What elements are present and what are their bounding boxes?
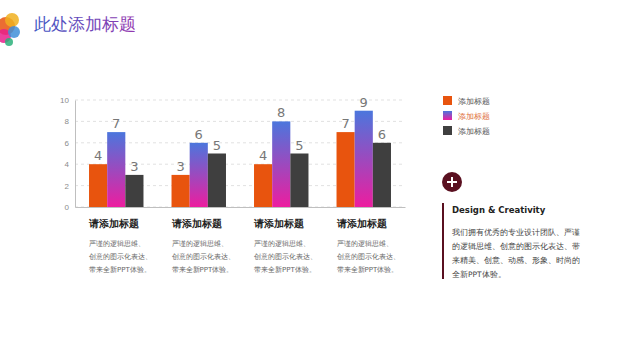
category-note: 创意的图示化表达、 [337, 253, 400, 261]
bar [190, 143, 208, 207]
tick-label: 10 [60, 96, 69, 105]
tick: 请添加标题 [171, 207, 222, 229]
data-label: 7 [112, 116, 120, 131]
category-note: 创意的图示化表达、 [254, 253, 317, 261]
tick: 0 [65, 203, 75, 212]
category-note: 创意的图示化表达、 [89, 253, 152, 261]
grid-line [75, 100, 405, 101]
bar [337, 132, 355, 207]
bar [208, 154, 226, 208]
legend-label: 添加标题 [458, 127, 490, 136]
category-note: 严谨的逻辑思维、 [89, 240, 145, 248]
tick: 请添加标题 [253, 207, 304, 229]
splash-dot [8, 26, 20, 38]
tick-label: 8 [65, 117, 70, 126]
category-note: 带来全新PPT体验。 [254, 266, 316, 274]
tick-label: 6 [65, 139, 70, 148]
side-text: 全新PPT体验。 [452, 270, 506, 279]
data-label: 3 [130, 159, 138, 174]
bar [89, 164, 107, 207]
data-label: 6 [378, 127, 386, 142]
side-text: 的逻辑思维、创意的图示化表达、带 [452, 242, 580, 251]
axis-line [75, 101, 76, 208]
category-note: 严谨的逻辑思维、 [254, 240, 310, 248]
bar [355, 111, 373, 207]
bar [290, 154, 308, 208]
axis-line [76, 207, 406, 208]
bar [172, 175, 190, 207]
legend-swatch [443, 111, 452, 120]
splash-dot [5, 13, 19, 27]
category-note: 严谨的逻辑思维、 [337, 240, 393, 248]
data-labels: 434776893556 [94, 95, 386, 174]
legend-label: 添加标题 [458, 112, 490, 121]
tick: 10 [60, 96, 75, 105]
category-note: 严谨的逻辑思维、 [172, 240, 228, 248]
tick-label: 4 [65, 160, 70, 169]
category-label: 请添加标题 [336, 218, 387, 229]
data-label: 9 [360, 95, 368, 110]
grid [75, 100, 405, 207]
legend-swatch [443, 126, 452, 135]
data-label: 5 [213, 138, 221, 153]
tick: 6 [65, 139, 75, 148]
category-label: 请添加标题 [171, 218, 222, 229]
side-icon [442, 172, 462, 192]
category-note: 带来全新PPT体验。 [89, 266, 151, 274]
category-note: 带来全新PPT体验。 [337, 266, 399, 274]
bar [373, 143, 391, 207]
bars [89, 111, 391, 207]
category-notes: 严谨的逻辑思维、创意的图示化表达、带来全新PPT体验。严谨的逻辑思维、创意的图示… [89, 240, 400, 274]
data-label: 5 [295, 138, 303, 153]
tick: 2 [65, 182, 75, 191]
category-label: 请添加标题 [253, 218, 304, 229]
data-label: 8 [277, 105, 285, 120]
side-rule [442, 203, 444, 279]
tick: 8 [65, 117, 75, 126]
tick: 请添加标题 [336, 207, 387, 229]
data-label: 4 [259, 148, 267, 163]
splash-dot [5, 38, 13, 46]
data-label: 7 [341, 116, 349, 131]
category-note: 带来全新PPT体验。 [172, 266, 234, 274]
bar [254, 164, 272, 207]
side-text: 我们拥有优秀的专业设计团队、严谨 [452, 228, 580, 237]
title-decoration [0, 13, 20, 46]
side-text: 来精美、创意、动感、形象、时尚的 [452, 256, 580, 265]
legend: 添加标题添加标题添加标题 [443, 96, 490, 136]
chart: 此处添加标题 0 2 4 6 8 10 请添加标题 请添加标题 请添加标题 请添加标题严谨的逻辑思维… [0, 0, 635, 361]
side-icon-plus [447, 177, 457, 187]
bar [107, 132, 125, 207]
category-label: 请添加标题 [88, 218, 139, 229]
data-label: 3 [176, 159, 184, 174]
bar [272, 121, 290, 207]
side-note: Design & Creativity 我们拥有优秀的专业设计团队、严谨的逻辑思维… [442, 172, 580, 279]
data-label: 6 [195, 127, 203, 142]
x-axis: 请添加标题 请添加标题 请添加标题 请添加标题 [76, 207, 406, 229]
tick: 请添加标题 [88, 207, 139, 229]
side-heading: Design & Creativity [452, 205, 546, 215]
title: 此处添加标题 [34, 14, 136, 34]
tick: 4 [65, 160, 75, 169]
tick-label: 2 [65, 182, 70, 191]
data-label: 4 [94, 148, 102, 163]
bar [125, 175, 143, 207]
category-note: 创意的图示化表达、 [172, 253, 235, 261]
y-axis: 0 2 4 6 8 10 [60, 96, 75, 212]
legend-label: 添加标题 [458, 97, 490, 106]
tick-label: 0 [65, 203, 70, 212]
legend-swatch [443, 96, 452, 105]
